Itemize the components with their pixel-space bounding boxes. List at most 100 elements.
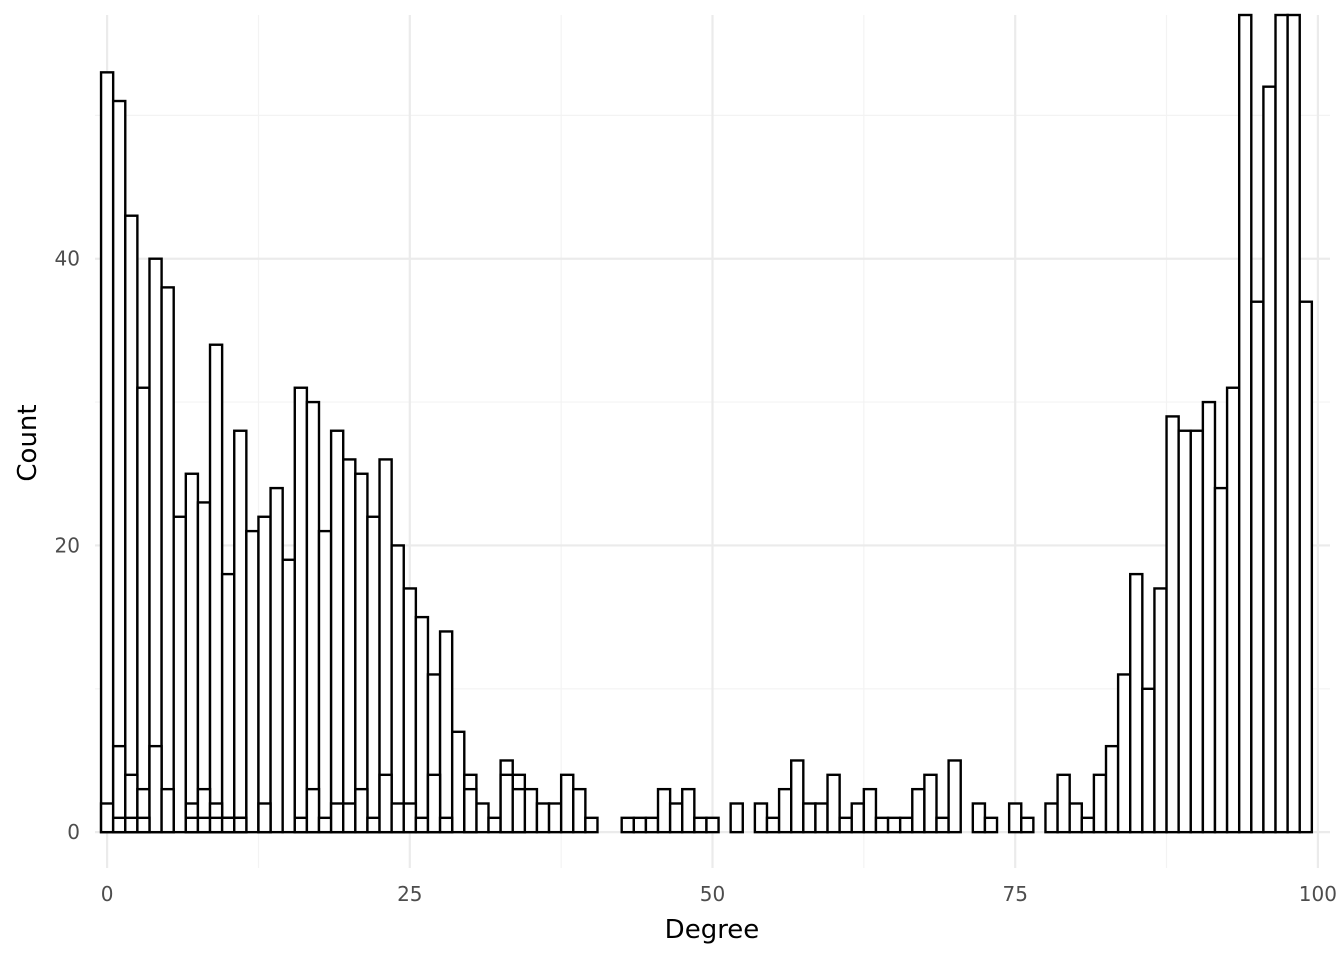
histogram-bar — [511, 787, 527, 834]
histogram-bar — [402, 802, 418, 834]
histogram-bar — [136, 816, 151, 834]
histogram-bar — [705, 816, 720, 834]
histogram-bar — [656, 787, 672, 834]
histogram-bar — [644, 816, 660, 834]
histogram-bar — [342, 458, 357, 834]
histogram-bar — [305, 787, 321, 834]
histogram-bar — [1262, 85, 1277, 834]
histogram-bar — [450, 730, 466, 834]
histogram-bar — [390, 802, 405, 834]
histogram-bar — [523, 787, 539, 834]
histogram-bar — [1298, 300, 1314, 834]
histogram-bar — [826, 773, 841, 834]
histogram-bar — [499, 773, 514, 834]
histogram-bar — [947, 759, 962, 834]
x-tick-label: 0 — [101, 882, 114, 906]
histogram-bar — [729, 802, 744, 834]
histogram-bar — [257, 802, 272, 834]
histogram-bar — [1165, 415, 1180, 834]
y-tick-label: 40 — [55, 247, 80, 271]
histogram-bar — [632, 816, 648, 834]
y-axis-title: Count — [13, 404, 43, 481]
histogram-bar — [547, 802, 563, 834]
histogram-bar — [172, 515, 188, 834]
x-tick-label: 100 — [1299, 882, 1337, 906]
histogram-bar — [342, 802, 357, 834]
histogram-bar — [911, 787, 926, 834]
histogram-bar — [814, 802, 829, 834]
histogram-bar — [1056, 773, 1071, 834]
histogram-bar — [160, 787, 175, 834]
histogram-bar — [124, 214, 139, 834]
histogram-bar — [862, 787, 878, 834]
histogram-bar — [366, 515, 381, 834]
histogram-bar — [971, 802, 987, 834]
histogram-bar — [148, 744, 163, 834]
histogram-bar — [329, 429, 345, 834]
histogram-bar — [1104, 744, 1120, 834]
histogram-bar — [136, 386, 151, 834]
histogram-bar — [208, 816, 224, 834]
histogram-bar — [765, 816, 781, 834]
histogram-bar — [681, 787, 696, 834]
histogram-bar — [874, 816, 890, 834]
histogram-bar — [935, 816, 950, 834]
y-tick-label: 0 — [67, 820, 80, 844]
histogram-bar — [1007, 802, 1023, 834]
histogram-bar — [1044, 802, 1059, 834]
histogram-bar — [366, 816, 381, 834]
histogram-bar — [1189, 429, 1205, 834]
histogram-bar — [317, 529, 333, 834]
histogram-bar — [463, 787, 478, 834]
histogram-bar — [1250, 300, 1265, 834]
x-axis-tick-labels: 0 25 50 75 100 — [101, 882, 1337, 906]
histogram-bar — [233, 429, 248, 834]
histogram-bar — [317, 816, 333, 834]
histogram-bar — [414, 816, 430, 834]
histogram-bar — [220, 572, 236, 834]
histogram-bar — [475, 802, 490, 834]
histogram-bar — [1141, 687, 1156, 834]
histogram-bar — [257, 515, 272, 834]
y-tick-label: 20 — [55, 533, 80, 557]
histogram-bar — [1177, 429, 1192, 834]
x-tick-label: 50 — [700, 882, 725, 906]
histogram-bar — [886, 816, 902, 834]
histogram-bar — [378, 773, 393, 834]
histogram-bar — [1129, 572, 1144, 834]
x-tick-label: 75 — [1002, 882, 1027, 906]
histogram-bar — [850, 802, 866, 834]
histogram-bar — [1201, 400, 1217, 834]
histogram-bar — [269, 486, 284, 834]
histogram-bar — [160, 286, 175, 834]
histogram-bar — [898, 816, 914, 834]
histogram-bar — [620, 816, 635, 834]
x-tick-label: 25 — [397, 882, 422, 906]
histogram-bar — [329, 802, 345, 834]
histogram-bar — [293, 816, 309, 834]
histogram-bar — [390, 544, 405, 834]
histogram-bar — [1153, 587, 1168, 834]
histogram-bars — [99, 13, 1314, 834]
histogram-bar — [438, 630, 454, 834]
histogram-bar — [1237, 13, 1253, 834]
histogram-bar — [559, 773, 575, 834]
histogram-bar — [1092, 773, 1108, 834]
histogram-bar — [426, 773, 442, 834]
histogram-bar — [293, 386, 309, 834]
histogram-bar — [1286, 13, 1301, 834]
histogram-bar — [281, 558, 296, 834]
histogram-bar — [487, 816, 502, 834]
histogram-bar — [584, 816, 599, 834]
histogram-bar — [1068, 802, 1083, 834]
histogram-bar — [245, 529, 260, 834]
histogram-bar — [1225, 386, 1241, 834]
histogram-bar — [184, 472, 200, 834]
histogram-bar — [111, 99, 127, 834]
histogram-bar — [99, 71, 115, 834]
histogram-bar — [208, 343, 224, 834]
histogram-bar — [111, 816, 127, 834]
histogram-bar — [753, 802, 769, 834]
histogram-bar — [124, 816, 139, 834]
